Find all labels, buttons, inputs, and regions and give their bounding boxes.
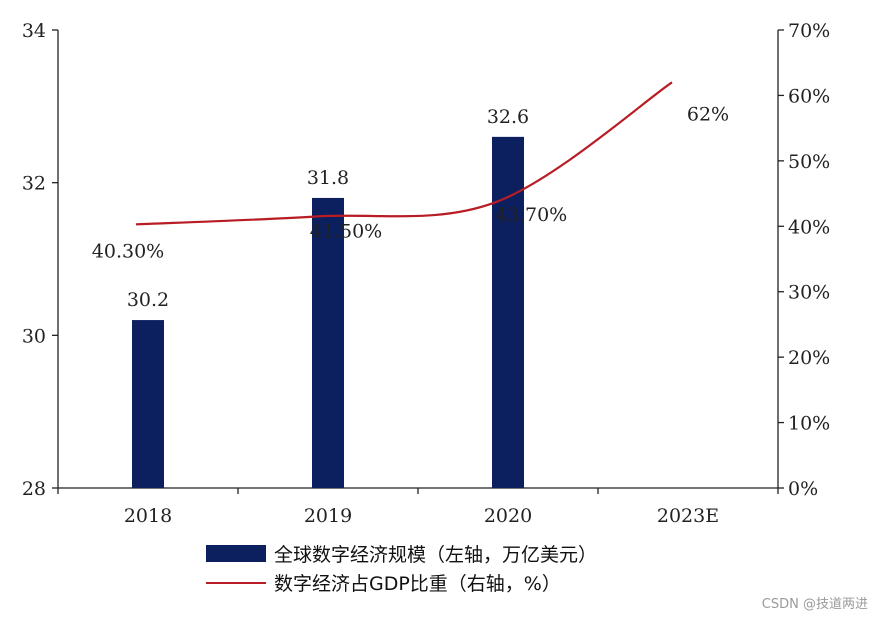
legend-item-bar: 全球数字经济规模（左轴，万亿美元） [206, 540, 597, 567]
line-data-label: 62% [687, 103, 729, 125]
right-tick-label: 10% [788, 413, 830, 435]
bar [312, 197, 344, 488]
x-tick-label: 2018 [124, 505, 172, 527]
legend-line-swatch [206, 581, 266, 584]
x-tick-label: 2019 [304, 505, 352, 527]
left-tick-label: 28 [22, 478, 46, 500]
legend-item-line: 数字经济占GDP比重（右轴，%） [206, 569, 561, 596]
bar-data-label: 31.8 [307, 167, 349, 189]
bar [492, 136, 524, 488]
line-data-label: 41.50% [310, 220, 382, 242]
left-tick-label: 34 [22, 20, 46, 42]
left-tick-label: 32 [22, 173, 46, 195]
legend-line-label: 数字经济占GDP比重（右轴，%） [274, 573, 561, 595]
right-tick-label: 40% [788, 216, 830, 238]
line-series [135, 81, 673, 226]
axes: 28 30 32 34 0% 10% 20% 30% 40% 50% 60% 70% 2018 2019 2… [22, 20, 830, 527]
line-path [135, 81, 673, 226]
legend-bar-label: 全球数字经济规模（左轴，万亿美元） [274, 544, 598, 566]
bar-data-label: 30.2 [127, 289, 169, 311]
bar [132, 320, 164, 488]
right-tick-label: 50% [788, 151, 830, 173]
right-tick-label: 0% [788, 478, 818, 500]
x-tick-label: 2020 [484, 505, 532, 527]
legend-bar-swatch [206, 545, 266, 562]
left-tick-label: 30 [22, 325, 46, 347]
right-tick-label: 60% [788, 85, 830, 107]
watermark: CSDN @技道两进 [761, 597, 868, 612]
line-data-label: 40.30% [92, 240, 164, 262]
bars [132, 136, 524, 488]
data-labels: 30.2 31.8 32.6 40.30% 41.50% 43.70% 62% [92, 103, 729, 311]
line-data-label: 43.70% [495, 204, 567, 226]
right-tick-label: 20% [788, 347, 830, 369]
x-tick-label: 2023E [657, 505, 719, 527]
right-tick-label: 30% [788, 282, 830, 304]
bar-data-label: 32.6 [487, 106, 529, 128]
right-tick-label: 70% [788, 20, 830, 42]
